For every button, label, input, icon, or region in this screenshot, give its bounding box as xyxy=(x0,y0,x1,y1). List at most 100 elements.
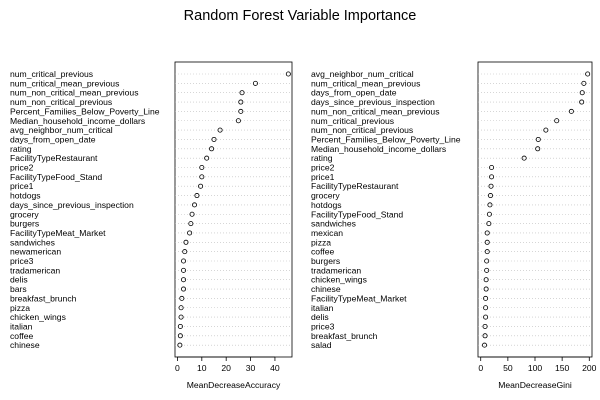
data-point xyxy=(521,155,527,161)
category-label: days_since_previous_inspection xyxy=(10,200,134,210)
data-point xyxy=(486,211,492,217)
category-label: mexican xyxy=(311,228,343,238)
data-point xyxy=(177,333,183,339)
category-label: Median_household_income_dollars xyxy=(311,144,446,154)
category-label: FacilityTypeMeat_Market xyxy=(311,293,407,303)
data-point xyxy=(484,239,490,245)
category-label: tradamerican xyxy=(10,265,60,275)
data-point xyxy=(209,146,215,152)
data-point xyxy=(199,164,205,170)
data-point xyxy=(177,342,183,348)
data-point xyxy=(568,108,574,114)
category-label: days_since_previous_inspection xyxy=(311,97,435,107)
category-label: italian xyxy=(10,321,33,331)
data-point xyxy=(489,174,495,180)
category-label: italian xyxy=(311,303,334,313)
category-label: avg_neighbor_num_critical xyxy=(311,69,414,79)
category-label: price3 xyxy=(10,256,34,266)
category-label: FacilityTypeFood_Stand xyxy=(10,172,102,182)
category-label: avg_neighbor_num_critical xyxy=(10,125,113,135)
data-point xyxy=(211,136,217,142)
x-axis-label: MeanDecreaseGini xyxy=(498,380,572,390)
category-label: burgers xyxy=(311,256,340,266)
category-label: sandwiches xyxy=(311,219,356,229)
data-point xyxy=(483,305,489,311)
category-label: num_critical_previous xyxy=(311,116,394,126)
data-point xyxy=(187,230,193,236)
data-point xyxy=(535,136,541,142)
x-tick-label: 40 xyxy=(270,363,280,373)
category-label: FacilityTypeRestaurant xyxy=(311,181,399,191)
category-label: num_critical_previous xyxy=(10,69,93,79)
data-point xyxy=(188,221,194,227)
category-label: Median_household_income_dollars xyxy=(10,116,145,126)
category-label: days_from_open_date xyxy=(311,88,397,98)
data-point xyxy=(198,183,204,189)
plot-frame-2 xyxy=(477,61,593,358)
data-point xyxy=(482,323,488,329)
data-point xyxy=(484,267,490,273)
x-tick-label: 0 xyxy=(478,363,483,373)
x-tick-label: 0 xyxy=(175,363,180,373)
category-label: FacilityTypeRestaurant xyxy=(10,153,98,163)
data-point xyxy=(238,99,244,105)
category-label: price1 xyxy=(10,181,34,191)
data-point xyxy=(178,305,184,311)
category-label: coffee xyxy=(10,331,33,341)
category-label: num_critical_mean_previous xyxy=(10,78,119,88)
data-point xyxy=(181,277,187,283)
category-label: burgers xyxy=(10,219,39,229)
category-label: chinese xyxy=(311,284,341,294)
category-label: price1 xyxy=(311,172,335,182)
category-label: coffee xyxy=(311,247,334,257)
category-label: bars xyxy=(10,284,27,294)
data-point xyxy=(199,174,205,180)
data-point xyxy=(204,155,210,161)
data-point xyxy=(178,314,184,320)
category-label: Percent_Families_Below_Poverty_Line xyxy=(10,106,160,116)
category-label: delis xyxy=(311,312,329,322)
category-label: price2 xyxy=(311,163,335,173)
category-label: pizza xyxy=(311,237,331,247)
x-tick-label: 20 xyxy=(221,363,231,373)
category-label: price2 xyxy=(10,163,34,173)
data-point xyxy=(182,249,188,255)
data-point xyxy=(179,295,185,301)
data-point xyxy=(483,295,489,301)
category-label: num_non_critical_mean_previous xyxy=(10,88,139,98)
category-label: price3 xyxy=(311,321,335,331)
category-label: newamerican xyxy=(10,247,61,257)
data-point xyxy=(235,118,241,124)
x-tick-label: 200 xyxy=(582,363,597,373)
category-label: chicken_wings xyxy=(311,275,367,285)
data-point xyxy=(488,183,494,189)
category-label: breakfast_brunch xyxy=(311,331,378,341)
data-point xyxy=(543,127,549,133)
category-label: grocery xyxy=(10,209,39,219)
category-label: FacilityTypeFood_Stand xyxy=(311,209,403,219)
x-tick-label: 10 xyxy=(197,363,207,373)
x-axis-label: MeanDecreaseAccuracy xyxy=(187,380,281,390)
data-point xyxy=(486,221,492,227)
category-label: breakfast_brunch xyxy=(10,293,77,303)
category-label: rating xyxy=(10,144,32,154)
data-point xyxy=(194,193,200,199)
x-tick-label: 100 xyxy=(528,363,543,373)
data-point xyxy=(483,286,489,292)
category-label: hotdogs xyxy=(10,191,41,201)
data-point xyxy=(483,314,489,320)
data-point xyxy=(189,211,195,217)
data-point xyxy=(581,80,587,86)
category-label: rating xyxy=(311,153,333,163)
category-label: delis xyxy=(10,275,28,285)
category-label: days_from_open_date xyxy=(10,134,96,144)
category-label: Percent_Families_Below_Poverty_Line xyxy=(311,134,461,144)
category-label: num_non_critical_previous xyxy=(10,97,112,107)
category-label: sandwiches xyxy=(10,237,55,247)
data-point xyxy=(585,71,591,77)
x-tick-label: 150 xyxy=(555,363,570,373)
data-point xyxy=(181,267,187,273)
data-point xyxy=(482,342,488,348)
data-point xyxy=(489,164,495,170)
